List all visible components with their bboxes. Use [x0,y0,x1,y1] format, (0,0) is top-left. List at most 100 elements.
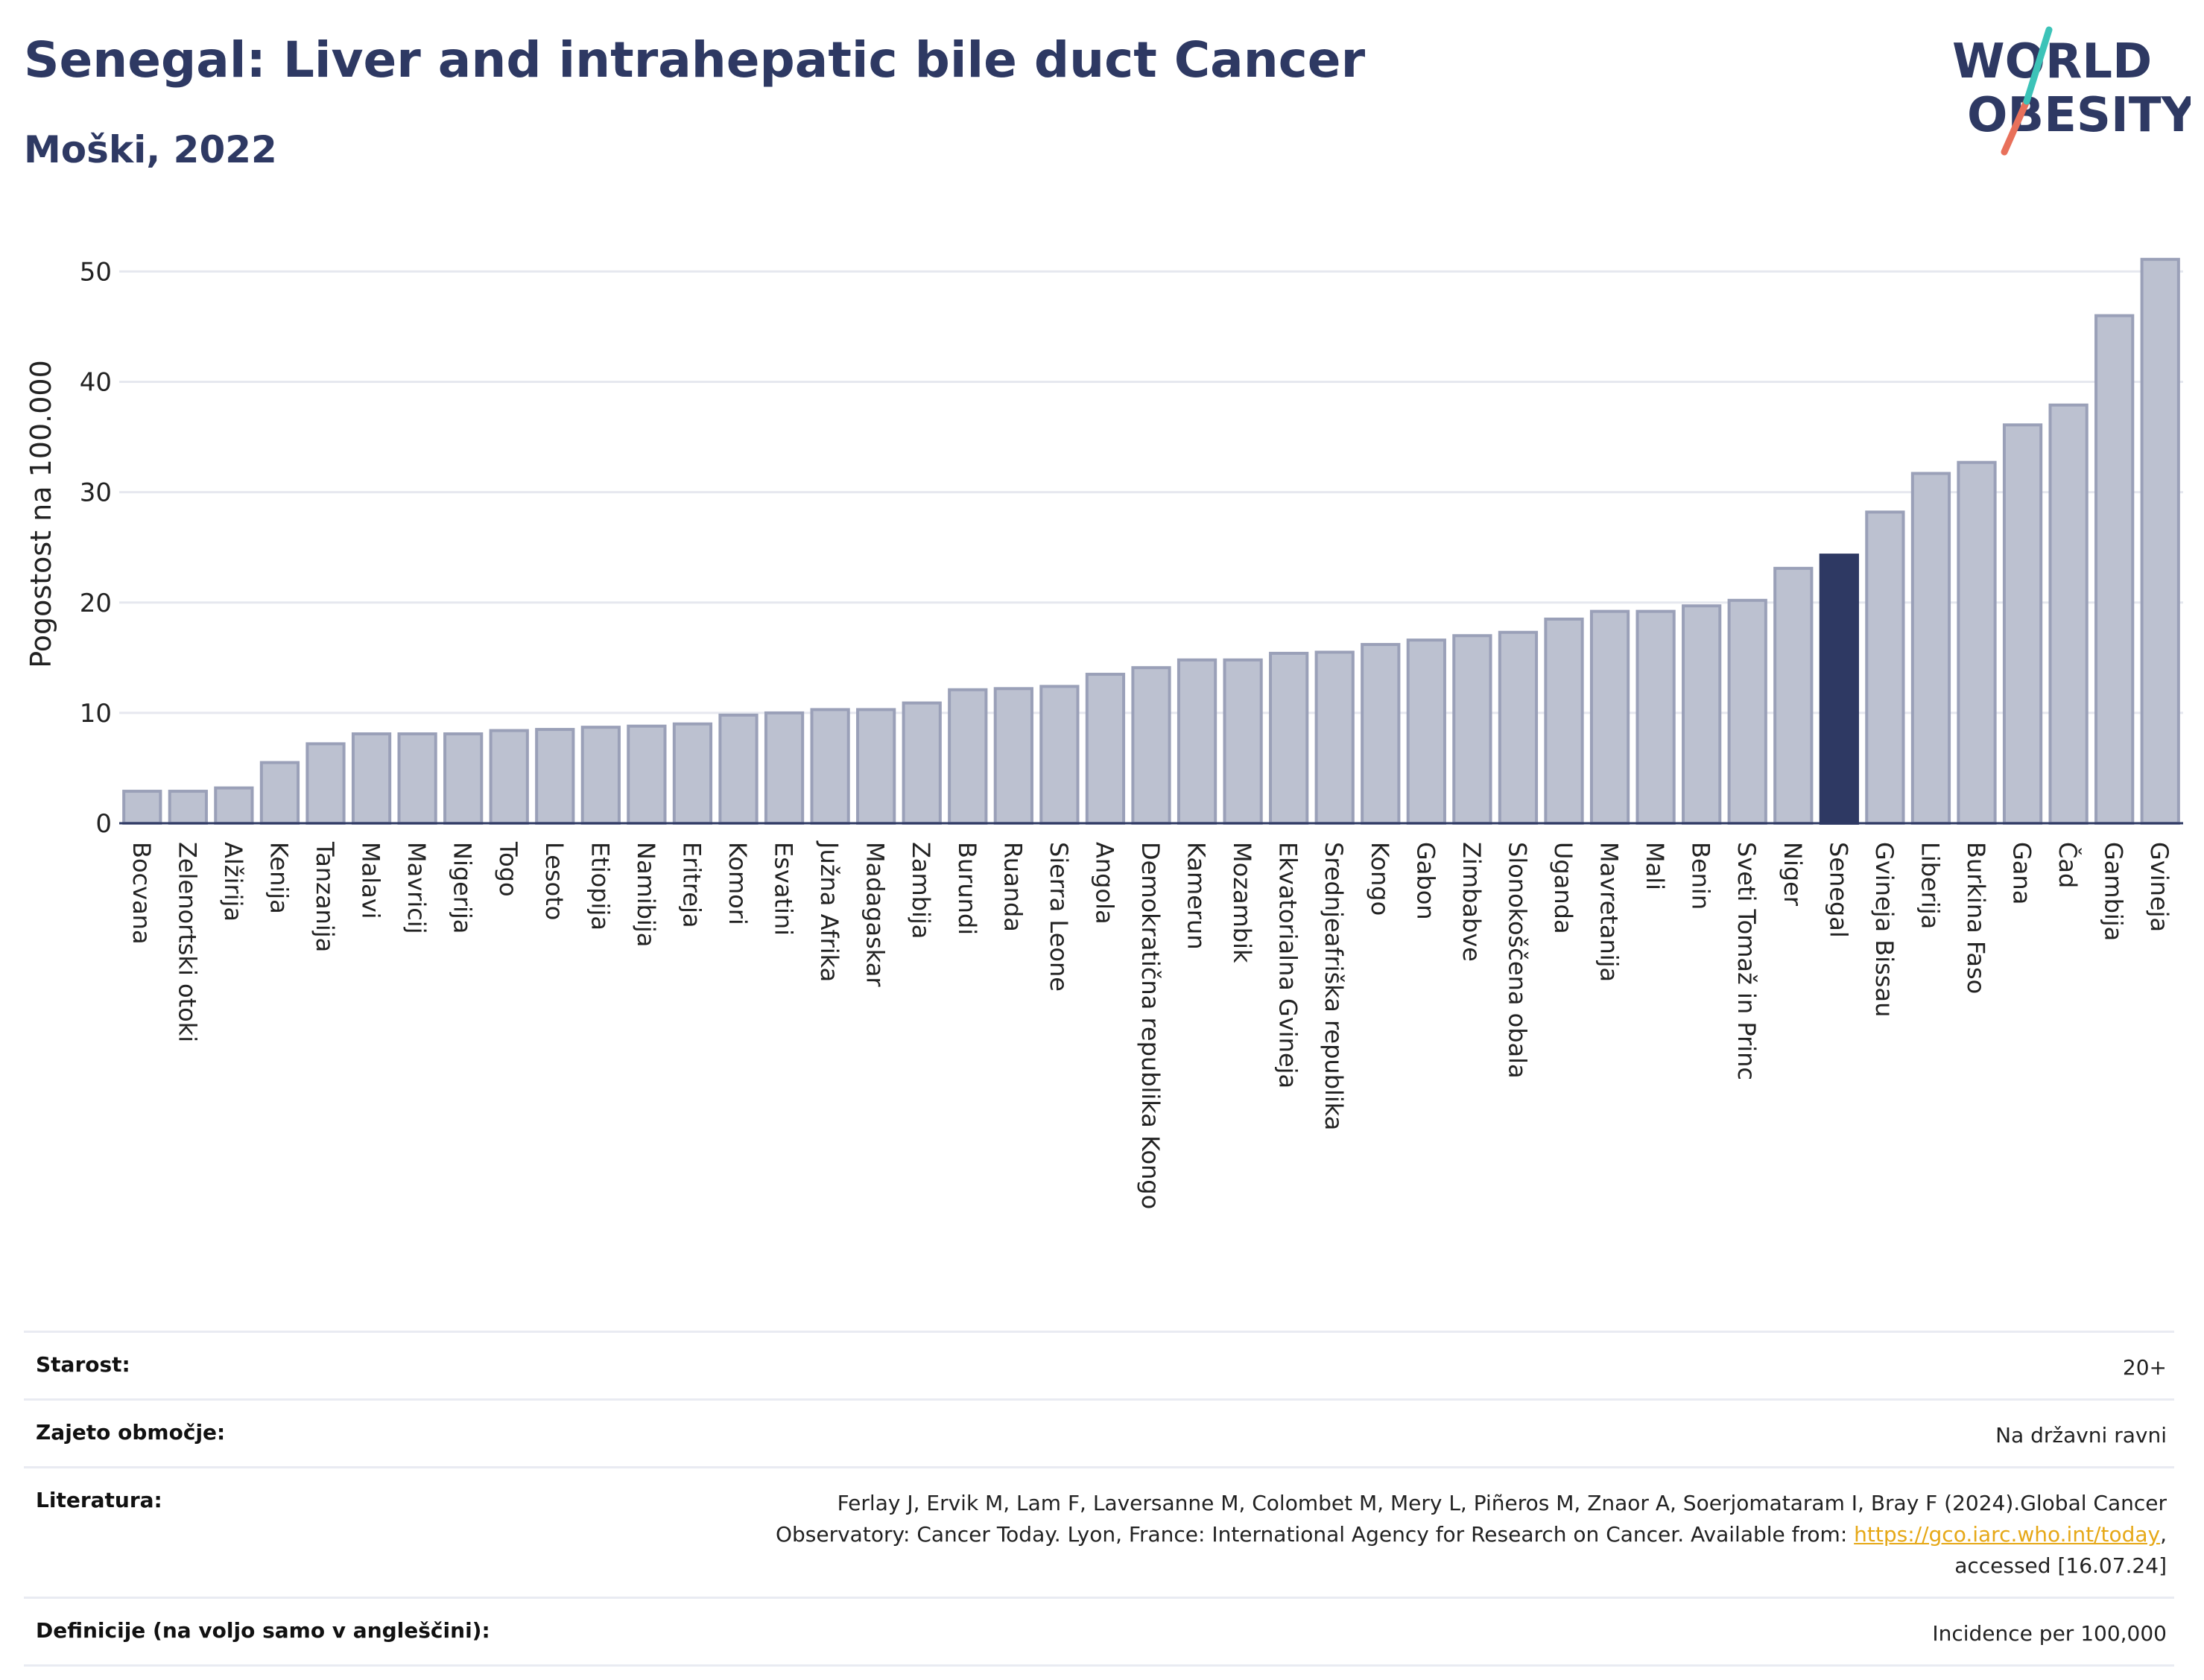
bar [1406,638,1446,825]
literature-link[interactable]: https://gco.iarc.who.int/today [1854,1522,2161,1547]
bar [1177,658,1217,825]
bar [351,732,392,825]
x-tick-label: Čad [2053,842,2083,888]
x-tick-label: Gabon [1411,842,1440,920]
area-label: Zajeto območje: [24,1398,557,1468]
bar [810,708,850,825]
x-tick-label: Etiopija [586,842,614,931]
bar [1773,566,1814,825]
bar [1865,510,1905,825]
bar [1635,609,1676,825]
y-tick-label: 20 [80,589,112,618]
bar [856,708,896,825]
page-subtitle: Moški, 2022 [24,128,277,171]
x-tick-label: Liberija [1916,842,1944,929]
bar [168,790,208,825]
x-tick-label: Eritreja [677,842,706,928]
bars [122,258,2180,825]
bar [993,687,1033,825]
x-tick-label: Gvineja Bissau [1870,842,1899,1017]
x-tick-label: Namibija [632,842,660,947]
bar [2002,423,2043,825]
bar [1957,460,1997,825]
bar [627,724,667,825]
info-row-definitions: Definicije (na voljo samo v angleščini):… [24,1597,2174,1667]
x-tick-label: Burundi [953,842,981,935]
bar [1727,598,1767,825]
x-tick-label: Ruanda [998,842,1027,932]
bar [1314,650,1355,825]
bar [1223,658,1263,825]
bar [397,732,437,825]
x-tick-label: Srednjeafriška republika [1320,842,1348,1130]
bar [1544,617,1584,825]
bar [2048,403,2089,825]
x-tick-label: Tanzanija [311,841,339,952]
bar [2140,258,2180,825]
bar [305,742,346,825]
info-row-age: Starost: 20+ [24,1331,2174,1400]
literature-line3: accessed [16.07.24] [1954,1553,2167,1578]
y-tick-label: 40 [80,368,112,398]
bar [1910,472,1951,825]
x-axis-labels: Bocvana Zelenortski otoki Alžirija Kenija Ta… [127,840,2173,1209]
x-tick-label: Sveti Tomaž in Princ [1732,842,1761,1080]
x-tick-label: Mozambik [1228,842,1256,963]
bar [948,688,988,825]
x-tick-label: Niger [1779,842,1807,907]
area-value: Na državni ravni [557,1398,2174,1468]
x-tick-label: Malavi [357,842,385,919]
x-tick-label: Togo [494,841,522,897]
age-value: 20+ [557,1331,2174,1400]
bar [718,713,759,825]
x-tick-label: Mali [1641,842,1669,890]
bar [122,790,162,825]
age-label: Starost: [24,1331,557,1400]
x-tick-label: Sierra Leone [1045,842,1073,992]
literature-value: Ferlay J, Ervik M, Lam F, Laversanne M, … [557,1466,2174,1598]
x-tick-label: Nigerija [449,842,477,933]
bar [764,711,805,825]
bar [1452,634,1492,825]
x-tick-label: Burkina Faso [1962,842,1990,994]
bar [1589,609,1630,825]
bar [1498,630,1539,825]
x-tick-label: Zambija [907,842,935,939]
info-row-area: Zajeto območje: Na državni ravni [24,1398,2174,1468]
y-tick-label: 50 [80,257,112,287]
x-tick-label: Gana [2008,842,2036,904]
info-row-literature: Literatura: Ferlay J, Ervik M, Lam F, La… [24,1466,2174,1598]
x-tick-label: Gambija [2100,842,2128,941]
bar [2094,314,2135,825]
info-table: Starost: 20+ Zajeto območje: Na državni … [24,1331,2174,1667]
x-tick-label: Uganda [1549,842,1577,934]
x-tick-label: Mavricij [402,842,431,934]
x-tick-label: Kamerun [1182,842,1211,950]
bar [1039,685,1080,825]
x-tick-label: Kongo [1366,842,1394,916]
bar [580,726,621,825]
x-tick-label: Lesoto [540,842,569,920]
x-tick-label: Južna Afrika [815,840,843,982]
bar [1682,604,1722,825]
bar-highlight [1819,554,1859,825]
bar [1361,643,1401,825]
x-tick-label: Angola [1090,842,1118,925]
y-axis-ticks: 0 10 20 30 40 50 [80,257,112,839]
x-tick-label: Madagaskar [861,842,890,987]
svg-text:OBESITY: OBESITY [1967,88,2191,143]
x-tick-label: Gvineja [2145,842,2173,932]
x-tick-label: Demokratična republika Kongo [1136,842,1165,1209]
bar [443,732,484,825]
x-tick-label: Ekvatorialna Gvineja [1274,842,1302,1088]
bar [1269,651,1309,825]
x-tick-label: Alžirija [219,842,247,922]
bar [1085,673,1126,825]
x-tick-label: Esvatini [770,842,798,936]
x-tick-label: Zimbabve [1457,842,1486,962]
y-tick-label: 10 [80,699,112,729]
x-tick-label: Bocvana [127,842,156,945]
definitions-label: Definicije (na voljo samo v angleščini): [24,1597,557,1667]
x-tick-label: Benin [1687,842,1715,910]
bar [535,728,575,825]
